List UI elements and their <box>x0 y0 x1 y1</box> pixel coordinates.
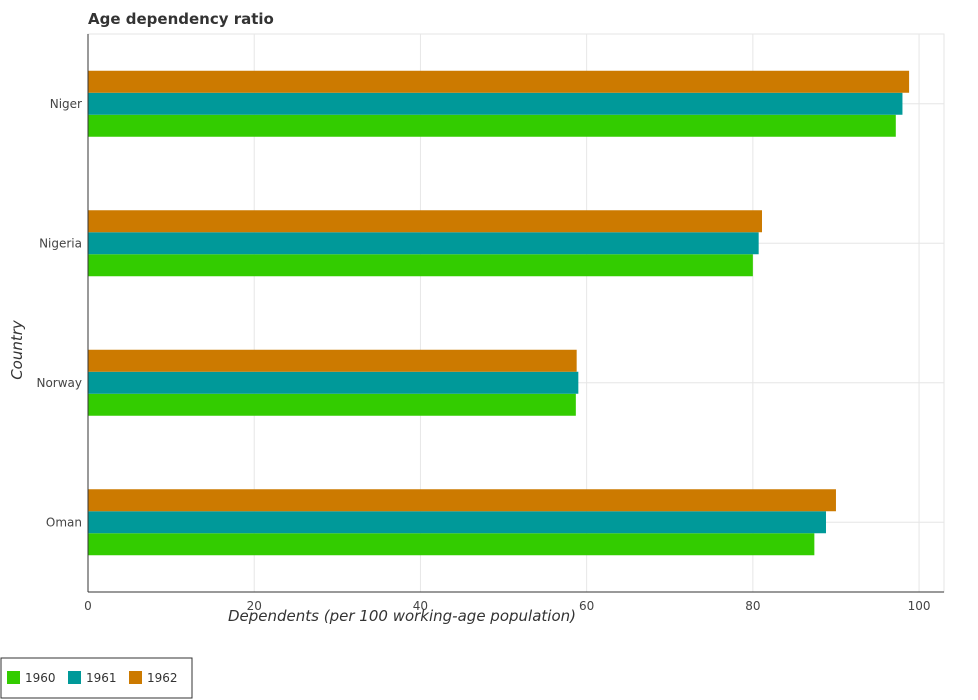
x-tick-label: 40 <box>413 599 428 613</box>
bar-nigeria-1961 <box>88 232 759 255</box>
y-tick-label: Norway <box>36 376 82 390</box>
y-tick-label: Oman <box>46 515 82 529</box>
legend-swatch-1961 <box>68 671 81 684</box>
bar-niger-1960 <box>88 114 896 137</box>
x-tick-label: 0 <box>84 599 92 613</box>
bar-nigeria-1962 <box>88 210 762 233</box>
x-tick-label: 60 <box>579 599 594 613</box>
x-axis-label: Dependents (per 100 working-age populati… <box>228 607 576 625</box>
bar-niger-1962 <box>88 70 910 93</box>
legend-label-1962: 1962 <box>147 671 178 685</box>
chart-title: Age dependency ratio <box>88 10 274 28</box>
x-tick-label: 100 <box>908 599 931 613</box>
x-tick-label: 20 <box>247 599 262 613</box>
legend-box <box>0 657 193 699</box>
legend-label-1960: 1960 <box>25 671 56 685</box>
bar-norway-1961 <box>88 371 579 394</box>
bar-oman-1960 <box>88 533 815 556</box>
bar-norway-1960 <box>88 393 576 416</box>
y-tick-label: Niger <box>50 97 82 111</box>
y-axis-label: Country <box>8 319 26 380</box>
x-tick-label: 80 <box>745 599 760 613</box>
bars <box>88 70 910 556</box>
bar-norway-1962 <box>88 349 577 372</box>
legend: 1960 1961 1962 <box>0 657 193 699</box>
legend-swatch-1960 <box>7 671 20 684</box>
y-tick-label: Nigeria <box>39 236 82 250</box>
legend-swatch-1962 <box>129 671 142 684</box>
bar-nigeria-1960 <box>88 254 753 277</box>
bar-oman-1961 <box>88 511 826 534</box>
axes: 0 20 40 60 80 100 Niger Nigeria Norway Oman <box>36 34 944 613</box>
bar-niger-1961 <box>88 92 903 115</box>
bar-oman-1962 <box>88 489 836 512</box>
legend-label-1961: 1961 <box>86 671 117 685</box>
